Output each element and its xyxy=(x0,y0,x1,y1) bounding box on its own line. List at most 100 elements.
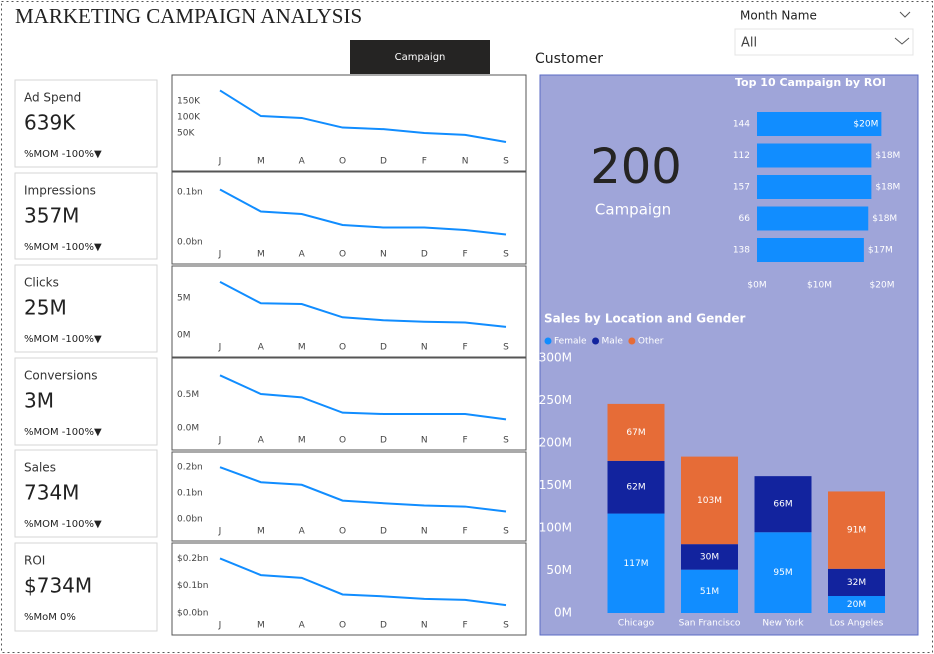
line xyxy=(219,374,507,421)
data-label: 91M xyxy=(847,526,866,536)
y-tick-label: 0M xyxy=(177,331,191,341)
y-tick-label: 5M xyxy=(177,294,191,304)
x-tick-label: A xyxy=(299,527,306,537)
x-tick-label: F xyxy=(422,157,427,167)
x-tick-label: M xyxy=(298,343,306,353)
sparkline-card xyxy=(171,74,527,172)
x-tick-label: M xyxy=(257,157,265,167)
x-tick-label: O xyxy=(339,157,346,167)
y-tick-label: 150K xyxy=(177,97,201,107)
x-tick-label: N xyxy=(421,436,428,446)
y-tick-label: 100K xyxy=(177,113,201,123)
chart-title: Sales by Location and Gender xyxy=(544,312,745,326)
line xyxy=(219,281,507,328)
data-label: 32M xyxy=(847,578,866,588)
bar-segment xyxy=(681,456,738,545)
y-tick-label: $0.0bn xyxy=(177,609,208,619)
x-tick-label: S xyxy=(503,250,509,260)
x-tick-label: O xyxy=(339,436,346,446)
line xyxy=(219,89,507,143)
y-tick-label: $0.2bn xyxy=(177,554,208,564)
x-tick-label: S xyxy=(503,157,509,167)
bar-segment xyxy=(828,491,885,569)
slicer-dropdown[interactable] xyxy=(734,28,914,56)
x-tick-label: A xyxy=(258,343,265,353)
x-tick-label: N xyxy=(380,250,387,260)
y-tick-label: $0.1bn xyxy=(177,581,208,591)
kpi-value: 3M xyxy=(24,389,54,413)
category-label: 112 xyxy=(733,151,750,161)
dropdown-chevron xyxy=(894,37,910,45)
kpi-value: 357M xyxy=(24,204,79,228)
y-tick-label: 0.2bn xyxy=(177,463,203,473)
kpi-card xyxy=(14,357,158,446)
y-tick-label: 250M xyxy=(539,393,572,407)
tab-label: Campaign xyxy=(395,52,446,63)
x-tick-label: D xyxy=(380,621,387,631)
x-tick-label: D xyxy=(380,436,387,446)
kpi-label: Conversions xyxy=(24,369,98,383)
x-tick-label: A xyxy=(299,157,306,167)
slicer-value: All xyxy=(741,36,757,51)
x-tick-label: S xyxy=(503,527,509,537)
x-tick-label: J xyxy=(218,436,222,446)
x-tick-label: $0M xyxy=(747,281,766,291)
y-tick-label: 0.5M xyxy=(177,390,199,400)
tab-active[interactable] xyxy=(350,40,490,74)
x-tick-label: S xyxy=(503,621,509,631)
slicer-chevron[interactable] xyxy=(899,11,911,18)
x-tick-label: M xyxy=(257,250,265,260)
bar xyxy=(757,175,872,199)
legend-label: Other xyxy=(638,337,664,347)
legend-marker xyxy=(592,337,600,345)
x-tick-label: Chicago xyxy=(618,619,655,629)
x-tick-label: N xyxy=(421,527,428,537)
bar-segment xyxy=(681,569,738,613)
category-label: 138 xyxy=(733,246,750,256)
sparkline-card xyxy=(171,265,527,358)
data-label: $18M xyxy=(875,151,900,161)
data-label: 103M xyxy=(697,496,722,506)
y-tick-label: 50M xyxy=(546,563,572,577)
x-tick-label: J xyxy=(218,157,222,167)
kpi-change: %MOM -100%▼ xyxy=(24,149,102,160)
kpi-value: $734M xyxy=(24,574,92,598)
kpi-change: %MoM 0% xyxy=(24,612,76,623)
kpi-card xyxy=(14,264,158,353)
x-tick-label: A xyxy=(299,250,306,260)
bar xyxy=(757,206,869,231)
data-label: 67M xyxy=(626,428,645,438)
x-tick-label: D xyxy=(380,343,387,353)
data-label: 62M xyxy=(626,483,645,493)
kpi-label: Sales xyxy=(24,461,56,475)
data-label: $18M xyxy=(875,183,900,193)
y-tick-label: 100M xyxy=(539,521,572,535)
kpi-label: Ad Spend xyxy=(24,91,81,105)
x-tick-label: F xyxy=(463,621,468,631)
y-tick-label: 300M xyxy=(539,351,572,365)
kpi-value: 639K xyxy=(24,111,76,135)
sparkline-card xyxy=(171,357,527,451)
y-tick-label: 0.1bn xyxy=(177,489,203,499)
y-tick-label: 0.0bn xyxy=(177,515,203,525)
data-label: 30M xyxy=(700,552,719,562)
x-tick-label: O xyxy=(339,343,346,353)
line xyxy=(219,557,507,607)
y-tick-label: 50K xyxy=(177,129,195,139)
x-tick-label: A xyxy=(258,436,265,446)
bar-segment xyxy=(607,513,665,613)
bar-segment xyxy=(828,568,885,596)
x-tick-label: $10M xyxy=(807,281,832,291)
bar-segment xyxy=(607,460,665,514)
tab-label[interactable]: Customer xyxy=(535,51,603,67)
data-label: $18M xyxy=(872,214,897,224)
kpi-change: %MOM -100%▼ xyxy=(24,334,102,345)
kpi-card xyxy=(14,172,158,260)
x-tick-label: F xyxy=(463,343,468,353)
kpi-value: 25M xyxy=(24,296,67,320)
line xyxy=(219,466,507,513)
y-tick-label: 150M xyxy=(539,478,572,492)
data-label: 20M xyxy=(847,600,866,610)
